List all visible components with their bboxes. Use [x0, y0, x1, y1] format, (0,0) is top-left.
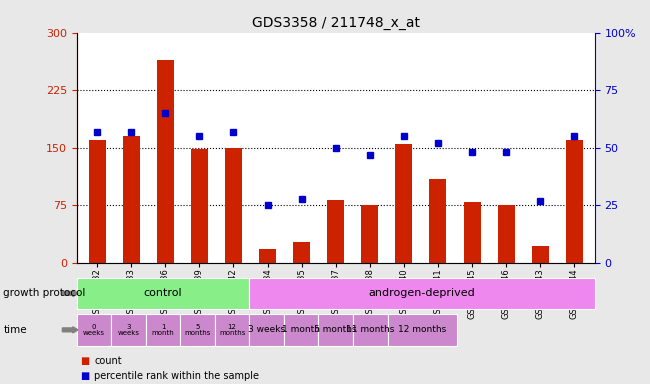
Bar [498, 205, 515, 263]
Text: 12 months: 12 months [398, 325, 446, 334]
Title: GDS3358 / 211748_x_at: GDS3358 / 211748_x_at [252, 16, 420, 30]
Bar [225, 148, 242, 263]
Bar [566, 140, 583, 263]
Text: ■: ■ [80, 356, 89, 366]
Text: 1
month: 1 month [151, 324, 174, 336]
Bar [532, 246, 549, 263]
Text: ■: ■ [80, 371, 89, 381]
Text: 12
months: 12 months [219, 324, 245, 336]
Text: 3 weeks: 3 weeks [248, 325, 285, 334]
Bar [259, 249, 276, 263]
Bar [191, 149, 208, 263]
Bar [157, 60, 174, 263]
Bar [88, 140, 106, 263]
Bar [293, 242, 310, 263]
Text: count: count [94, 356, 122, 366]
Text: time: time [3, 325, 27, 335]
Text: 3
weeks: 3 weeks [118, 324, 140, 336]
Bar [463, 202, 480, 263]
Bar [430, 179, 447, 263]
Bar [395, 144, 412, 263]
Bar [123, 136, 140, 263]
Text: 1 month: 1 month [282, 325, 320, 334]
Text: 5 months: 5 months [315, 325, 357, 334]
Text: androgen-deprived: androgen-deprived [369, 288, 475, 298]
Text: control: control [144, 288, 183, 298]
Text: 0
weeks: 0 weeks [83, 324, 105, 336]
Bar [361, 205, 378, 263]
Text: growth protocol: growth protocol [3, 288, 86, 298]
Text: percentile rank within the sample: percentile rank within the sample [94, 371, 259, 381]
Text: 5
months: 5 months [185, 324, 211, 336]
Bar [327, 200, 344, 263]
Text: 11 months: 11 months [346, 325, 395, 334]
